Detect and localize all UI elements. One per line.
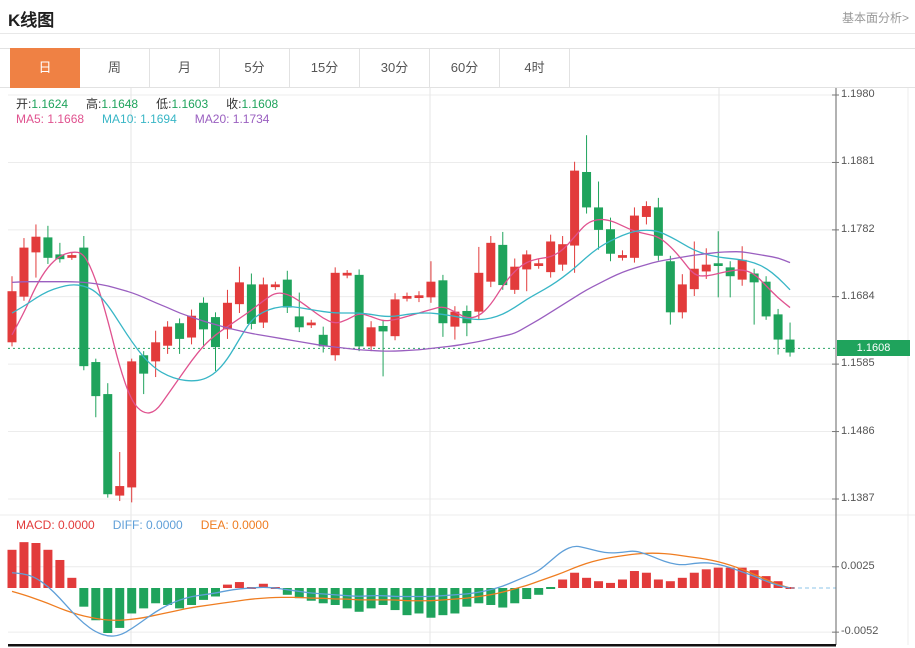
axis-tick-label: -0.0052 (841, 625, 879, 638)
tab-period-5[interactable]: 15分 (290, 49, 360, 87)
axis-tick-label: 1.1585 (841, 357, 875, 370)
period-tabbar: 日周月 5分 15分 30分 60分 4时 (0, 48, 915, 88)
chart-bottom-line (8, 644, 836, 647)
page-title: K线图 (8, 11, 55, 30)
tab-period-8[interactable]: 4时 (500, 49, 570, 87)
ma10-line (11, 229, 791, 382)
axis-tick-label: 1.1881 (841, 155, 875, 168)
ohlc-legend-item: 高:1.1648 (86, 97, 139, 111)
axis-tick-label: 1.1684 (841, 289, 875, 302)
tab-period-2[interactable]: 周 (80, 49, 150, 87)
ma-legend-item: MA5: 1.1668 (16, 112, 85, 126)
macd-legend: MACD: 0.0000 DIFF: 0.0000 DEA: 0.0000 (16, 518, 287, 532)
axis-tick-label: 1.1486 (841, 424, 875, 437)
tab-period-3[interactable]: 月 (150, 49, 220, 87)
ma-legend: MA5: 1.1668 MA10: 1.1694 MA20: 1.1734 (16, 112, 287, 126)
ma-legend-item: MA10: 1.1694 (102, 112, 177, 126)
macd-legend-item: DEA: 0.0000 (200, 518, 269, 532)
ma20-line (11, 251, 791, 352)
header-divider (0, 33, 915, 34)
ohlc-legend-item: 收:1.1608 (226, 97, 279, 111)
axis-tick-label: 0.0025 (841, 559, 875, 572)
candlestick-layer (7, 135, 795, 503)
tab-period-4[interactable]: 5分 (220, 49, 290, 87)
macd-legend-item: DIFF: 0.0000 (112, 518, 183, 532)
ohlc-legend-item: 开:1.1624 (16, 97, 69, 111)
axis-tick-label: 1.1387 (841, 492, 875, 504)
tab-period-7[interactable]: 60分 (430, 49, 500, 87)
ohlc-legend: 开:1.1624 高:1.1648 低:1.1603 收:1.1608 (16, 95, 296, 112)
axis-tick-label: 1.1980 (841, 88, 875, 100)
fundamental-analysis-link[interactable]: 基本面分析> (841, 11, 909, 25)
ma-legend-item: MA20: 1.1734 (194, 112, 270, 126)
ma5-line (11, 218, 791, 414)
tab-period-1[interactable]: 日 (10, 48, 80, 88)
tab-period-6[interactable]: 30分 (360, 49, 430, 87)
ohlc-legend-item: 低:1.1603 (156, 97, 209, 111)
dea-line (11, 552, 791, 621)
current-price-badge: 1.1608 (837, 340, 910, 357)
macd-legend-item: MACD: 0.0000 (16, 518, 95, 532)
diff-line (11, 545, 791, 637)
axis-tick-label: 1.1782 (841, 222, 875, 235)
